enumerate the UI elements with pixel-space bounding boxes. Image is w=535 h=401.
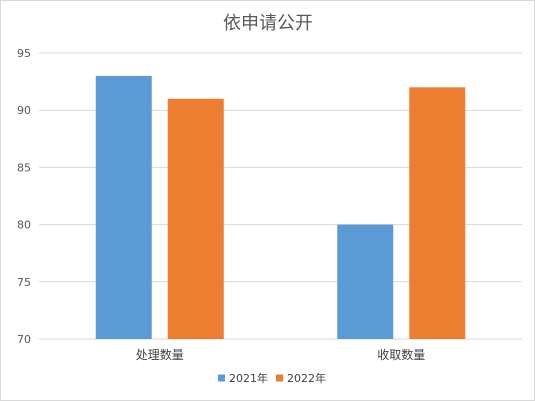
y-tick-label: 90 [17, 104, 31, 117]
chart-title: 依申请公开 [223, 13, 313, 34]
bars [95, 75, 466, 339]
bar-series-1-category-0 [167, 98, 224, 339]
x-category-label: 处理数量 [136, 347, 184, 362]
bar-series-0-category-0 [95, 75, 152, 339]
y-tick-label: 85 [17, 161, 31, 174]
bar-series-0-category-1 [337, 224, 394, 339]
bar-series-1-category-1 [409, 87, 466, 339]
legend-label-0: 2021年 [229, 371, 268, 385]
legend-swatch-1 [276, 374, 283, 382]
legend-swatch-0 [218, 374, 225, 382]
y-tick-label: 95 [17, 47, 31, 60]
legend-label-1: 2022年 [287, 371, 326, 385]
legend: 2021年 2022年 [218, 371, 326, 385]
y-tick-label: 75 [17, 276, 31, 289]
x-axis-category-labels: 处理数量 收取数量 [136, 347, 426, 362]
x-category-label: 收取数量 [377, 347, 425, 362]
y-tick-label: 70 [17, 333, 31, 346]
y-axis-tick-labels: 70 75 80 85 90 95 [17, 47, 31, 346]
y-tick-label: 80 [17, 219, 31, 232]
